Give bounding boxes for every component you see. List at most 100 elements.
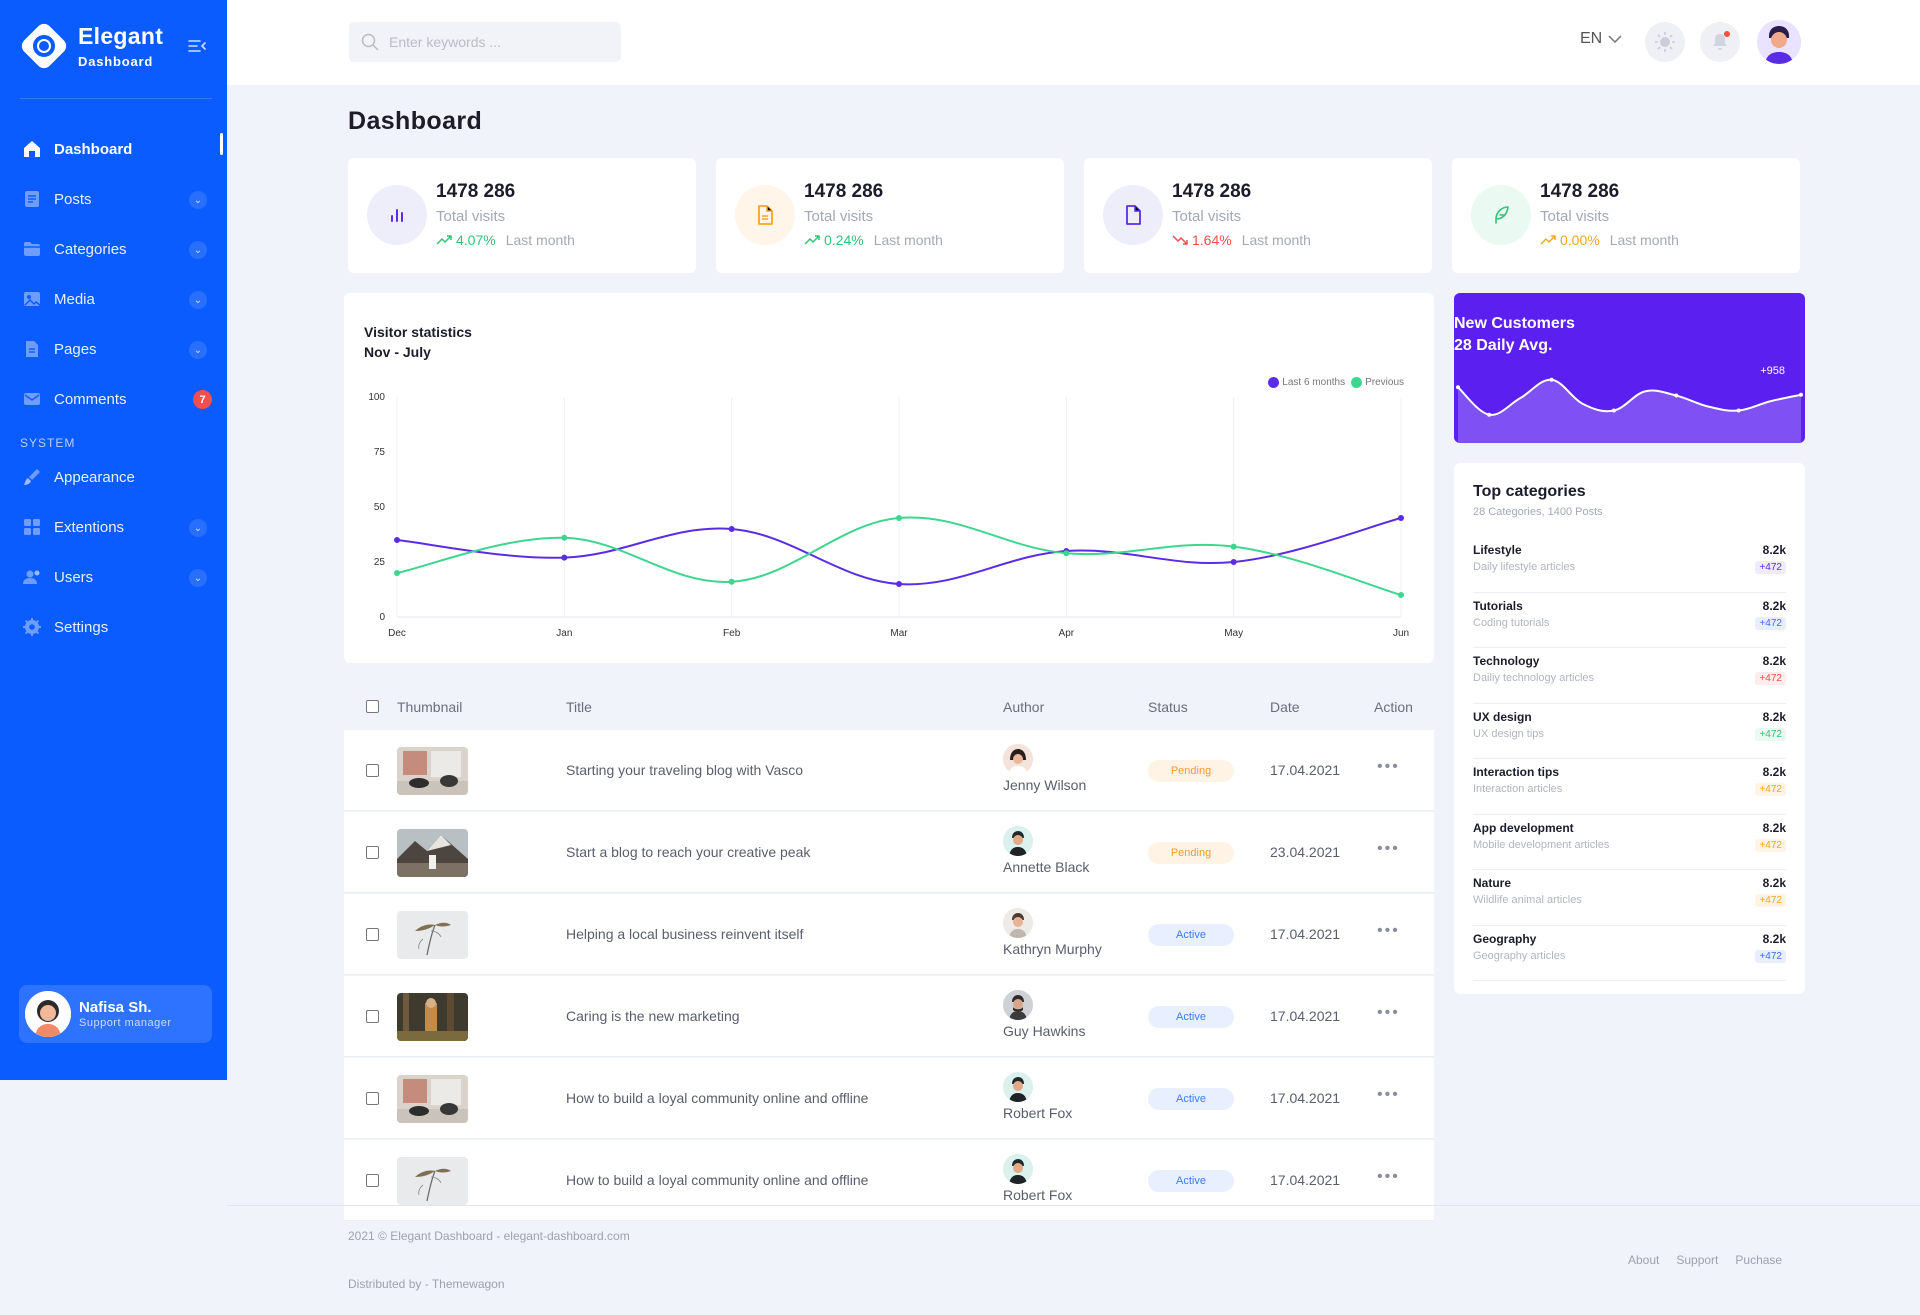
category-value: 8.2k: [1762, 543, 1786, 557]
y-tick-label: 100: [368, 392, 385, 403]
x-tick-label: Dec: [388, 628, 406, 639]
post-title[interactable]: Start a blog to reach your creative peak: [566, 844, 811, 860]
more-actions-icon[interactable]: •••: [1377, 1168, 1400, 1185]
chevron-down-icon[interactable]: ⌄: [189, 341, 207, 359]
column-header-date[interactable]: Date: [1270, 699, 1300, 715]
post-thumbnail[interactable]: [397, 747, 468, 795]
footer-link-purchase[interactable]: Puchase: [1735, 1253, 1783, 1267]
data-point: [896, 515, 902, 521]
category-list: Lifestyle Daily lifestyle articles 8.2k +47…: [1473, 537, 1786, 981]
post-title[interactable]: How to build a loyal community online an…: [566, 1172, 869, 1188]
x-tick-label: Feb: [723, 628, 741, 639]
legend-item-previous[interactable]: Previous: [1351, 377, 1404, 388]
post-title[interactable]: How to build a loyal community online an…: [566, 1090, 869, 1106]
column-header-status[interactable]: Status: [1148, 699, 1188, 715]
data-point: [896, 581, 902, 587]
more-actions-icon[interactable]: •••: [1377, 1004, 1400, 1021]
category-name: Technology: [1473, 654, 1540, 668]
category-row[interactable]: Nature Wildlife animal articles 8.2k +472: [1473, 870, 1786, 926]
post-thumbnail[interactable]: [397, 1157, 468, 1205]
sidebar-item-extentions[interactable]: Extentions ⌄: [0, 502, 227, 552]
category-delta-badge: +472: [1755, 949, 1786, 963]
brand[interactable]: Elegant Dashboard: [18, 20, 163, 72]
category-description: Dailiy technology articles: [1473, 672, 1595, 684]
category-row[interactable]: App development Mobile development articl…: [1473, 815, 1786, 870]
post-title[interactable]: Helping a local business reinvent itself: [566, 926, 804, 942]
category-row[interactable]: Geography Geography articles 8.2k +472: [1473, 926, 1786, 981]
search-box[interactable]: [349, 22, 621, 62]
table-header: Thumbnail Title Author Status Date Actio…: [344, 683, 1434, 730]
category-row[interactable]: Lifestyle Daily lifestyle articles 8.2k +47…: [1473, 537, 1786, 593]
category-row[interactable]: Interaction tips Interaction articles 8.2k…: [1473, 759, 1786, 815]
more-actions-icon[interactable]: •••: [1377, 922, 1400, 939]
chevron-down-icon[interactable]: ⌄: [189, 291, 207, 309]
sidebar-item-appearance[interactable]: Appearance: [0, 452, 227, 502]
stat-label: Total visits: [436, 208, 506, 225]
more-actions-icon[interactable]: •••: [1377, 1086, 1400, 1103]
sidebar-item-dashboard[interactable]: Dashboard: [0, 124, 227, 174]
language-selector[interactable]: EN: [1580, 30, 1622, 48]
post-title[interactable]: Caring is the new marketing: [566, 1008, 740, 1024]
category-name: Lifestyle: [1473, 543, 1522, 557]
stat-trend: 0.00% Last month: [1540, 232, 1679, 248]
table-row[interactable]: Start a blog to reach your creative peak…: [344, 812, 1434, 893]
table-row[interactable]: How to build a loyal community online an…: [344, 1058, 1434, 1139]
stat-card-visits-4: 1478 286 Total visits 0.00% Last month: [1452, 158, 1800, 273]
row-checkbox[interactable]: [366, 928, 379, 941]
user-card[interactable]: Nafisa Sh. Support manager: [19, 985, 212, 1043]
category-description: Mobile development articles: [1473, 838, 1610, 851]
post-thumbnail[interactable]: [397, 829, 468, 877]
post-date: 17.04.2021: [1270, 1008, 1341, 1024]
chevron-down-icon[interactable]: ⌄: [189, 569, 207, 587]
row-checkbox[interactable]: [366, 1092, 379, 1105]
sidebar-item-comments[interactable]: Comments 7: [0, 374, 227, 424]
avatar[interactable]: [1757, 20, 1801, 64]
category-row[interactable]: Technology Dailiy technology articles 8.2k…: [1473, 648, 1786, 704]
file-icon: [1103, 185, 1163, 245]
row-checkbox[interactable]: [366, 1010, 379, 1023]
post-title[interactable]: Starting your traveling blog with Vasco: [566, 762, 804, 778]
post-thumbnail[interactable]: [397, 993, 468, 1041]
row-checkbox[interactable]: [366, 764, 379, 777]
table-row[interactable]: How to build a loyal community online an…: [344, 1140, 1434, 1221]
theme-toggle-button[interactable]: [1645, 22, 1685, 62]
sparkline-point: [1674, 393, 1679, 398]
stat-card-visits-2: 1478 286 Total visits 0.24% Last month: [716, 158, 1064, 273]
footer-link-support[interactable]: Support: [1676, 1253, 1719, 1267]
more-actions-icon[interactable]: •••: [1377, 840, 1400, 857]
sidebar-item-pages[interactable]: Pages ⌄: [0, 324, 227, 374]
more-actions-icon[interactable]: •••: [1377, 758, 1400, 775]
chevron-down-icon[interactable]: ⌄: [189, 519, 207, 537]
table-row[interactable]: Helping a local business reinvent itself…: [344, 894, 1434, 975]
chevron-down-icon[interactable]: ⌄: [189, 241, 207, 259]
row-checkbox[interactable]: [366, 846, 379, 859]
sidebar-item-settings[interactable]: Settings: [0, 602, 227, 652]
category-row[interactable]: Tutorials Coding tutorials 8.2k +472: [1473, 593, 1786, 648]
sidebar-item-users[interactable]: Users ⌄: [0, 552, 227, 602]
column-header-thumbnail[interactable]: Thumbnail: [397, 699, 463, 715]
category-row[interactable]: UX design UX design tips 8.2k +472: [1473, 704, 1786, 759]
legend-item-last-6-months[interactable]: Last 6 months: [1268, 377, 1345, 388]
trend-up-icon: [1540, 235, 1556, 245]
table-row[interactable]: Caring is the new marketing Guy Hawkins Ac…: [344, 976, 1434, 1057]
row-checkbox[interactable]: [366, 1174, 379, 1187]
post-thumbnail[interactable]: [397, 911, 468, 959]
column-header-title[interactable]: Title: [566, 699, 592, 715]
post-date: 17.04.2021: [1270, 1172, 1341, 1188]
chevron-down-icon[interactable]: ⌄: [189, 191, 207, 209]
footer-link-about[interactable]: About: [1628, 1253, 1660, 1267]
column-header-author[interactable]: Author: [1003, 699, 1045, 715]
post-thumbnail[interactable]: [397, 1075, 468, 1123]
search-input[interactable]: [389, 34, 609, 50]
notifications-button[interactable]: [1700, 22, 1740, 62]
grid-icon: [24, 519, 40, 535]
collapse-menu-icon[interactable]: [188, 39, 206, 53]
sidebar-item-posts[interactable]: Posts ⌄: [0, 174, 227, 224]
new-customers-annotation: +958: [1760, 365, 1785, 377]
stat-trend: 0.24% Last month: [804, 232, 943, 248]
stat-trend: 4.07% Last month: [436, 232, 575, 248]
sidebar-item-categories[interactable]: Categories ⌄: [0, 224, 227, 274]
select-all-checkbox[interactable]: [366, 700, 379, 713]
sidebar-item-media[interactable]: Media ⌄: [0, 274, 227, 324]
table-row[interactable]: Starting your traveling blog with Vasco J…: [344, 730, 1434, 811]
